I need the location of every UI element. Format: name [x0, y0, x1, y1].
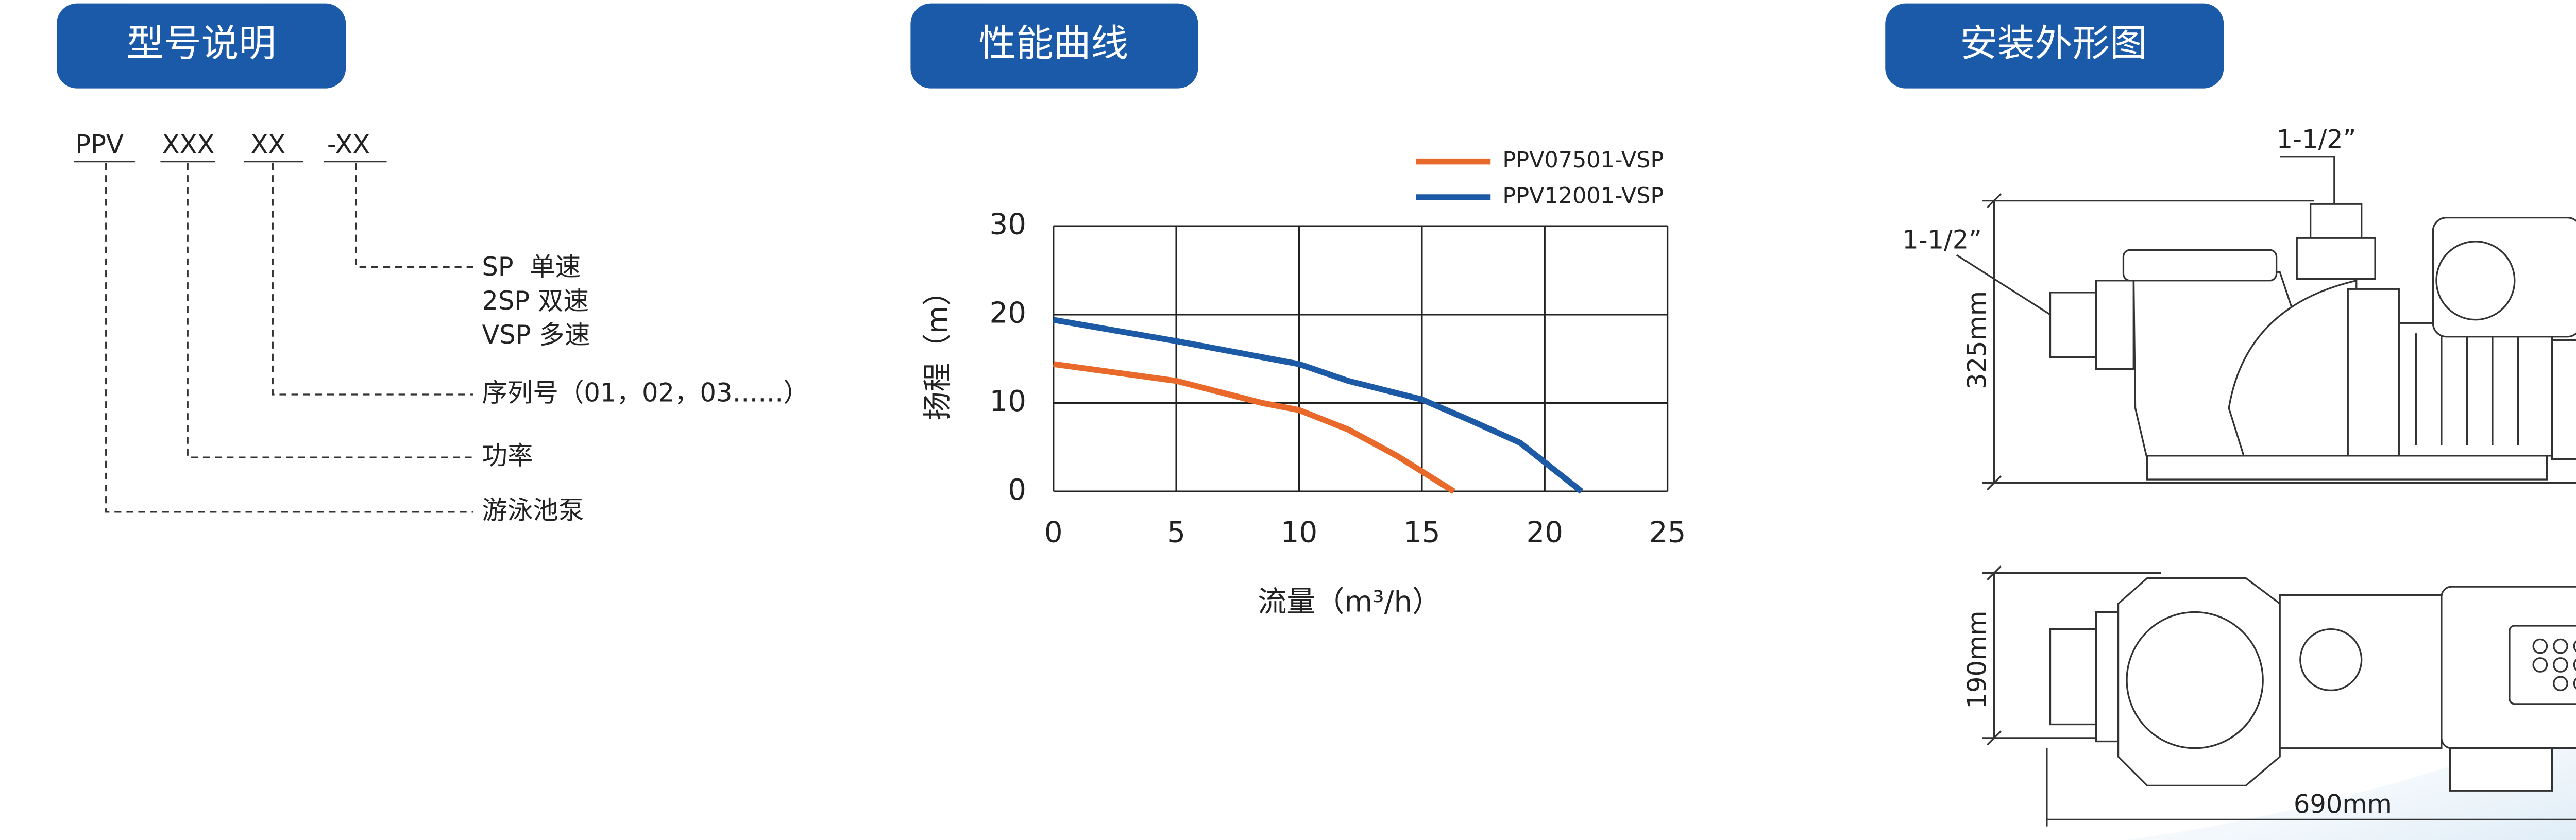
- y-tick-label: 20: [990, 296, 1026, 330]
- speed-type: SP 单速: [482, 252, 581, 282]
- x-axis-label: 流量（m³/h）: [1258, 586, 1441, 619]
- x-tick-label: 15: [1403, 516, 1440, 549]
- x-tick-label: 20: [1527, 516, 1563, 549]
- inlet-nut: [2095, 280, 2134, 370]
- code-part: -XX: [327, 129, 370, 159]
- width-dim: 190mm: [1962, 611, 1992, 709]
- tab-bg: [910, 3, 1198, 89]
- leader-line: [1956, 156, 2335, 316]
- x-tick-label: 5: [1167, 516, 1185, 549]
- pump-drawing: 1-1/2” 1-1/2” 325mm 190mm 690mm: [1902, 125, 2576, 827]
- tab-bg: [56, 3, 346, 89]
- chart: 流量（m³/h） 扬程（m） 0 10 20 30 0 5 10 15 20 25 PPV07501…: [921, 147, 1686, 619]
- section-tab: 安装外形图: [1885, 3, 2224, 89]
- outlet: [2299, 628, 2363, 692]
- legend-label: PPV12001-VSP: [1502, 183, 1664, 209]
- series-line: [1053, 361, 1455, 494]
- legend-label: PPV07501-VSP: [1502, 147, 1664, 173]
- series-line: [1053, 317, 1584, 494]
- dimension-line: [1982, 565, 2576, 827]
- outlet-pipe: [2309, 203, 2363, 243]
- y-tick-label: 10: [990, 385, 1026, 418]
- y-tick-label: 0: [1008, 473, 1026, 507]
- base: [2146, 455, 2548, 481]
- product: 游泳池泵: [482, 495, 584, 525]
- motor-end: [2551, 339, 2576, 460]
- lid: [2122, 249, 2278, 282]
- y-axis-label: 扬程（m）: [921, 277, 955, 420]
- length-dim: 690mm: [2294, 789, 2392, 819]
- motor: [2398, 322, 2553, 457]
- leader-line: [105, 163, 473, 513]
- section-tab: 性能曲线: [910, 3, 1198, 89]
- inlet-size: 1-1/2”: [1902, 225, 1982, 254]
- serial: 序列号（01，02，03……）: [482, 378, 809, 407]
- code-part: XXX: [162, 129, 215, 159]
- section-title: 型号说明: [126, 22, 276, 65]
- code-part: PPV: [75, 129, 124, 159]
- outlet-nut: [2296, 237, 2376, 280]
- fins: [2415, 333, 2519, 446]
- volute: [2228, 279, 2358, 464]
- section-title: 性能曲线: [978, 22, 1128, 65]
- x-tick-label: 10: [1281, 516, 1317, 549]
- speed-type: 2SP 双速: [482, 286, 589, 316]
- fan-cap: [2435, 241, 2516, 321]
- strainer: [2126, 611, 2264, 749]
- terminal: [2449, 747, 2553, 792]
- model-code: PPV XXX XX -XX SP 单速 2SP 双速 VSP 多速 序列号（0…: [73, 129, 809, 525]
- x-tick-label: 0: [1044, 516, 1063, 549]
- keypad: [2509, 625, 2576, 705]
- code-part: XX: [250, 129, 285, 159]
- flange: [2347, 288, 2400, 464]
- dimension-line: [1982, 193, 2576, 491]
- section-title: 安装外形图: [1960, 22, 2147, 65]
- section-tab: 型号说明: [56, 3, 346, 89]
- power: 功率: [482, 441, 533, 471]
- speed-type: VSP 多速: [482, 320, 590, 350]
- tab-bg: [1885, 3, 2224, 89]
- decor: [2127, 720, 2576, 840]
- inlet-pipe: [2049, 628, 2103, 726]
- buttons: [2532, 638, 2576, 692]
- outlet-size: 1-1/2”: [2277, 125, 2357, 155]
- height-dim: 325mm: [1962, 291, 1992, 389]
- y-tick-label: 30: [990, 208, 1026, 242]
- x-tick-label: 25: [1649, 516, 1686, 549]
